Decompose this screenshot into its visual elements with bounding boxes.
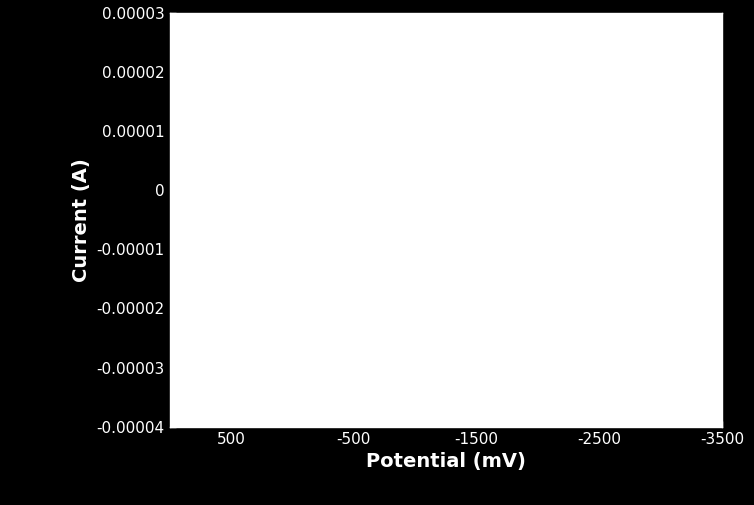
X-axis label: Potential (mV): Potential (mV) <box>366 452 526 471</box>
Y-axis label: Current (A): Current (A) <box>72 158 91 282</box>
